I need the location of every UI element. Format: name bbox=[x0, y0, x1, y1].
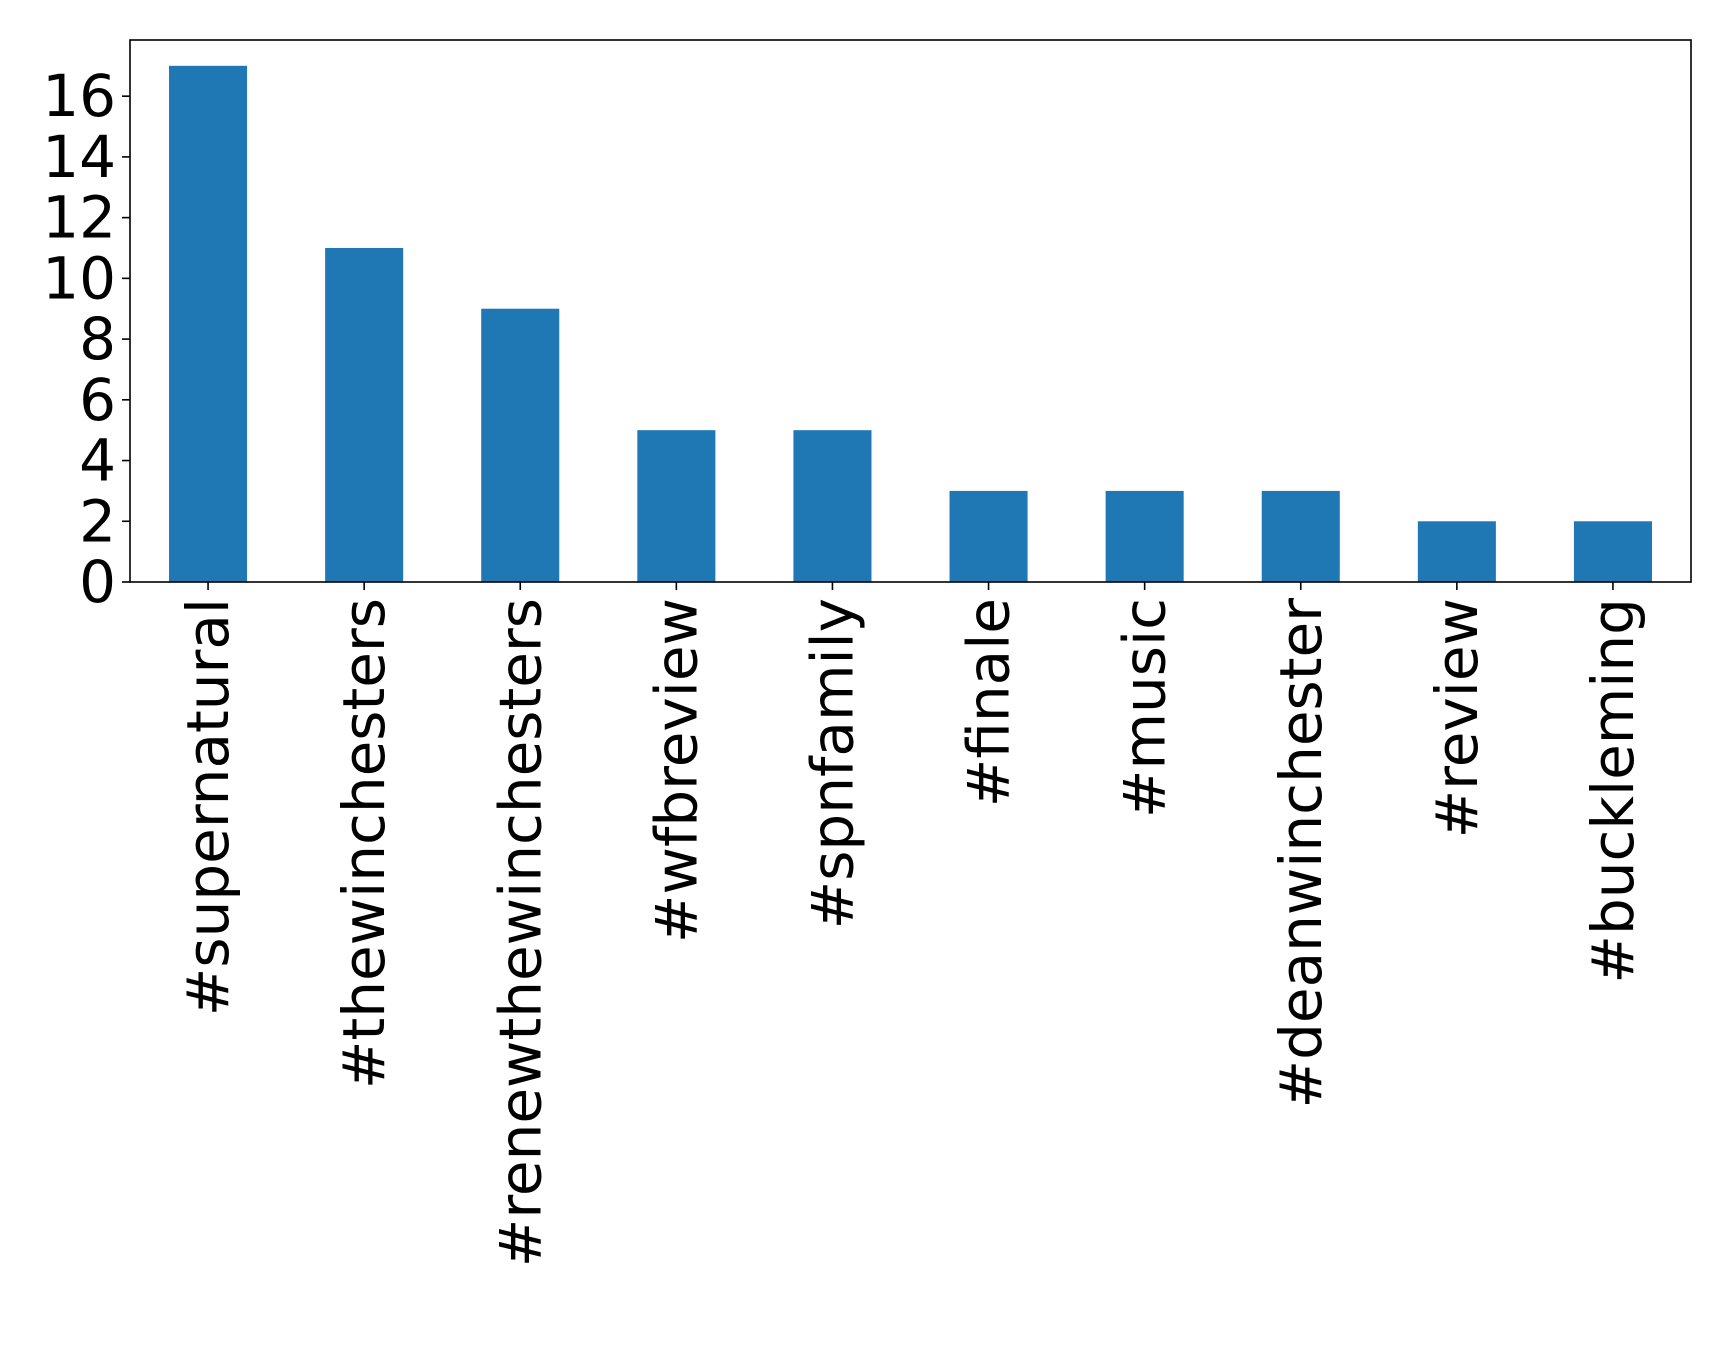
bar bbox=[1573, 521, 1652, 582]
x-tick-label: #renewthewinchesters bbox=[486, 598, 554, 1267]
bar bbox=[793, 430, 872, 582]
bars-group bbox=[169, 65, 1652, 583]
y-tick-label: 4 bbox=[79, 427, 116, 495]
y-tick-label: 8 bbox=[79, 305, 116, 373]
bar bbox=[1417, 521, 1496, 582]
x-tick-label: #finale bbox=[955, 598, 1023, 807]
y-tick-label: 0 bbox=[79, 548, 116, 616]
x-tick-label: #spnfamily bbox=[798, 598, 866, 929]
bar bbox=[1105, 490, 1184, 582]
y-tick-label: 14 bbox=[42, 123, 116, 191]
x-tick-label: #deanwinchester bbox=[1267, 598, 1335, 1109]
x-axis: #supernatural #thewinchesters #renewthewin… bbox=[174, 582, 1647, 1267]
x-tick-label: #review bbox=[1423, 598, 1491, 838]
x-tick-label: #buckleming bbox=[1579, 598, 1647, 984]
y-tick-label: 16 bbox=[42, 62, 116, 130]
bar bbox=[325, 247, 404, 583]
x-tick-label: #music bbox=[1111, 598, 1179, 818]
y-tick-label: 10 bbox=[42, 244, 116, 312]
bar bbox=[637, 430, 716, 582]
bar bbox=[169, 65, 248, 583]
bar bbox=[1261, 490, 1340, 582]
x-tick-label: #thewinchesters bbox=[330, 598, 398, 1089]
y-tick-label: 12 bbox=[42, 184, 116, 252]
y-tick-label: 6 bbox=[79, 366, 116, 434]
x-tick-label: #wfbreview bbox=[642, 598, 710, 943]
plot-frame bbox=[129, 39, 1692, 583]
bar bbox=[481, 308, 560, 582]
bar bbox=[949, 490, 1028, 582]
y-tick-label: 2 bbox=[79, 487, 116, 555]
x-tick-label: #supernatural bbox=[174, 598, 242, 1016]
